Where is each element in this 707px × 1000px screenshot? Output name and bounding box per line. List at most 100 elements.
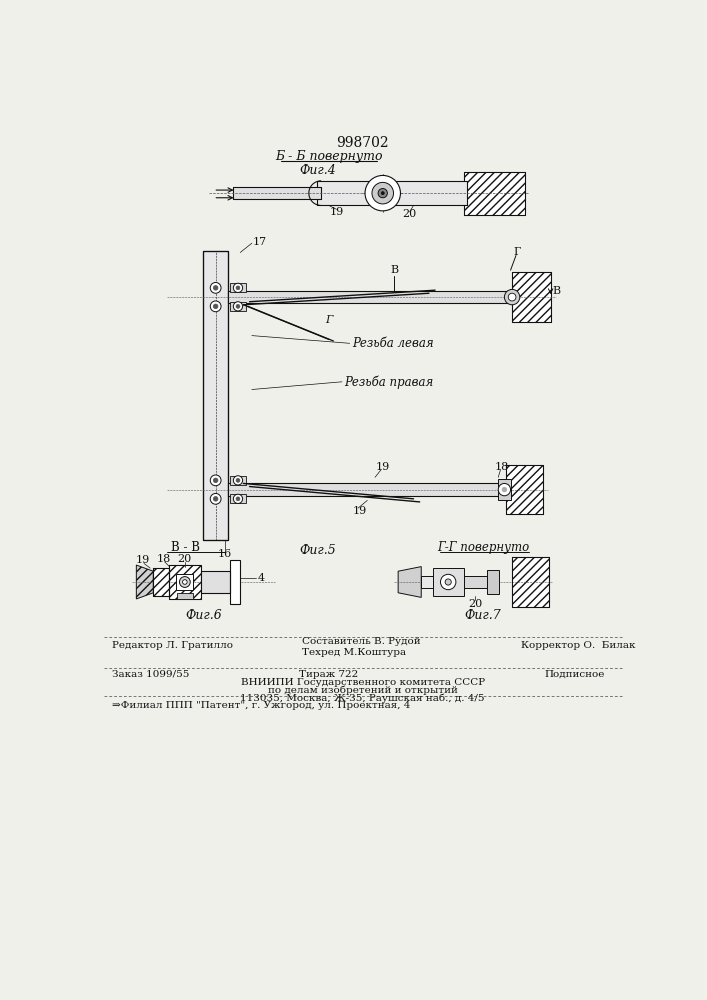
Circle shape xyxy=(236,478,240,482)
Bar xyxy=(228,483,506,496)
Bar xyxy=(233,187,321,199)
Circle shape xyxy=(233,302,243,311)
Circle shape xyxy=(236,497,240,501)
Polygon shape xyxy=(136,565,153,599)
Text: по делам изобретений и открытий: по делам изобретений и открытий xyxy=(268,686,457,695)
Bar xyxy=(506,465,543,514)
Circle shape xyxy=(378,189,387,198)
Text: Составитель В. Рудой: Составитель В. Рудой xyxy=(302,637,421,646)
Bar xyxy=(512,557,549,607)
Circle shape xyxy=(233,476,243,485)
Circle shape xyxy=(210,475,221,486)
Bar xyxy=(433,568,464,596)
Circle shape xyxy=(233,494,243,503)
Text: 998702: 998702 xyxy=(337,136,389,150)
Text: В: В xyxy=(390,265,398,275)
Circle shape xyxy=(210,493,221,504)
Bar xyxy=(421,576,433,588)
Text: 20: 20 xyxy=(177,554,192,564)
Circle shape xyxy=(502,487,507,492)
Bar xyxy=(153,568,169,596)
Circle shape xyxy=(182,580,187,584)
Circle shape xyxy=(210,301,221,312)
Text: Б - Б повернуто: Б - Б повернуто xyxy=(275,150,382,163)
Bar xyxy=(512,272,551,322)
Bar xyxy=(230,494,247,503)
Circle shape xyxy=(440,574,456,590)
Text: 17: 17 xyxy=(252,237,267,247)
Text: 18: 18 xyxy=(495,462,509,472)
Circle shape xyxy=(445,579,451,585)
Text: ⇒Филиал ППП "Патент", г. Ужгород, ул. Проектная, 4: ⇒Филиал ППП "Патент", г. Ужгород, ул. Пр… xyxy=(112,701,410,710)
Circle shape xyxy=(214,304,218,309)
Circle shape xyxy=(214,478,218,483)
Text: Подписное: Подписное xyxy=(544,670,604,679)
Bar xyxy=(317,181,467,205)
Text: Фиг.5: Фиг.5 xyxy=(299,544,336,557)
Bar xyxy=(228,483,506,496)
Bar xyxy=(228,291,512,303)
Bar xyxy=(177,593,192,599)
Bar xyxy=(464,172,525,215)
Text: ВНИИПИ Государственного комитета СССР: ВНИИПИ Государственного комитета СССР xyxy=(240,678,485,687)
Bar xyxy=(230,302,247,311)
Circle shape xyxy=(214,286,218,290)
Text: Фиг.6: Фиг.6 xyxy=(186,609,223,622)
Bar xyxy=(153,568,169,596)
Circle shape xyxy=(504,289,520,305)
Text: Тираж 722: Тираж 722 xyxy=(299,670,358,679)
Bar xyxy=(176,574,193,590)
Text: 20: 20 xyxy=(402,209,417,219)
Bar xyxy=(230,283,247,292)
Circle shape xyxy=(180,577,190,587)
Text: Г-Г повернуто: Г-Г повернуто xyxy=(437,541,529,554)
Text: 113035, Москва, Ж-35, Раушская наб., д. 4/5: 113035, Москва, Ж-35, Раушская наб., д. … xyxy=(240,694,485,703)
Polygon shape xyxy=(398,567,421,597)
Circle shape xyxy=(498,483,510,496)
Circle shape xyxy=(508,293,516,301)
Text: 19: 19 xyxy=(135,555,150,565)
Text: 19: 19 xyxy=(353,506,367,516)
Bar xyxy=(201,571,230,593)
Text: Г: Г xyxy=(514,247,521,257)
Circle shape xyxy=(233,283,243,292)
Text: В: В xyxy=(552,286,560,296)
Bar xyxy=(317,181,467,205)
Bar xyxy=(498,479,510,500)
Bar xyxy=(230,560,240,604)
Bar xyxy=(512,557,549,607)
Text: Резьба левая: Резьба левая xyxy=(352,337,433,350)
Text: Редактор Л. Гратилло: Редактор Л. Гратилло xyxy=(112,641,233,650)
Circle shape xyxy=(381,192,385,195)
Bar xyxy=(204,251,228,540)
Circle shape xyxy=(236,304,240,308)
Text: Корректор О.  Билак: Корректор О. Билак xyxy=(521,641,636,650)
Text: Заказ 1099/55: Заказ 1099/55 xyxy=(112,670,189,679)
Bar xyxy=(201,571,230,593)
Text: Г: Г xyxy=(325,315,332,325)
Bar xyxy=(512,272,551,322)
Circle shape xyxy=(210,282,221,293)
Text: Техред М.Коштура: Техред М.Коштура xyxy=(302,648,406,657)
Text: 19: 19 xyxy=(375,462,390,472)
Text: 16: 16 xyxy=(218,549,232,559)
Bar xyxy=(506,465,543,514)
Bar xyxy=(169,565,201,599)
Text: Фиг.4: Фиг.4 xyxy=(299,164,336,177)
Text: Фиг.7: Фиг.7 xyxy=(464,609,501,622)
Text: 4: 4 xyxy=(257,573,264,583)
Text: 18: 18 xyxy=(156,554,170,564)
Text: 20: 20 xyxy=(468,599,482,609)
Bar xyxy=(233,187,321,199)
Bar xyxy=(228,291,512,303)
Circle shape xyxy=(214,497,218,501)
Bar xyxy=(464,576,486,588)
Bar xyxy=(169,565,201,599)
Circle shape xyxy=(372,182,394,204)
Circle shape xyxy=(236,286,240,290)
Bar xyxy=(204,251,228,540)
Text: В - В: В - В xyxy=(171,541,200,554)
Bar xyxy=(486,570,499,594)
Bar xyxy=(230,476,247,485)
Bar xyxy=(464,172,525,215)
